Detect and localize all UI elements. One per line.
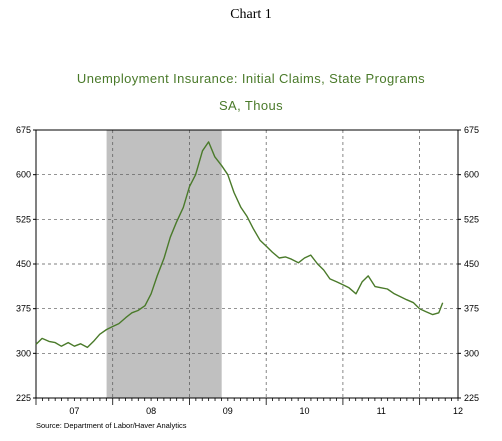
horizontal-gridlines [36,174,458,354]
y-tick-label-right: 300 [464,348,479,358]
x-tick-label: 11 [377,406,386,416]
y-tick-label-left: 450 [16,259,31,269]
y-tick-label-left: 600 [16,170,31,180]
y-tick-label-right: 375 [464,304,479,314]
y-tick-label-left: 225 [16,393,31,403]
x-axis: 07 08 09 10 11 12 [35,398,463,416]
left-y-axis: 675 600 525 450 375 300 225 [16,125,36,403]
x-tick-label: 12 [453,406,463,416]
y-tick-label-left: 525 [16,214,31,224]
vertical-gridlines [112,130,420,398]
y-tick-label-left: 300 [16,348,31,358]
y-tick-label-right: 225 [464,393,479,403]
y-tick-label-right: 600 [464,170,479,180]
y-tick-label-left: 375 [16,304,31,314]
y-tick-label-right: 675 [464,125,479,135]
x-tick-label: 10 [300,406,310,416]
chart-number: Chart 1 [230,7,272,22]
y-tick-label-right: 525 [464,214,479,224]
x-tick-label: 07 [69,406,79,416]
x-tick-label: 09 [223,406,233,416]
right-y-axis: 675 600 525 450 375 300 225 [458,125,479,403]
y-tick-label-right: 450 [464,259,479,269]
y-tick-label-left: 675 [16,125,31,135]
chart-title: Unemployment Insurance: Initial Claims, … [77,71,425,86]
source-note: Source: Department of Labor/Haver Analyt… [36,421,187,430]
series-line [35,141,444,349]
chart-subtitle: SA, Thous [219,98,283,113]
x-tick-label: 08 [146,406,156,416]
